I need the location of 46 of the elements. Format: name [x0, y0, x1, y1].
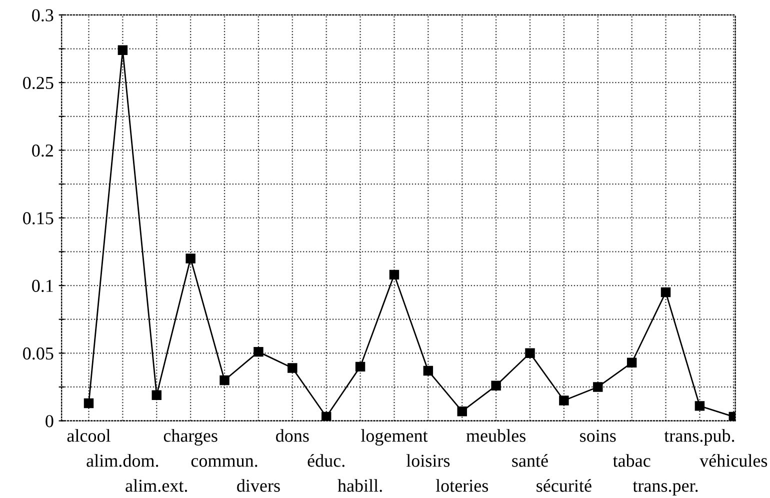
- point: [626, 358, 637, 368]
- y-tick-label: 0.1: [32, 280, 53, 292]
- point: [559, 396, 569, 406]
- point: [355, 362, 366, 372]
- point: [389, 270, 400, 280]
- x-tick-label: soins: [580, 430, 616, 442]
- x-tick-label: alcool: [67, 429, 110, 442]
- x-tick-label: loteries: [436, 479, 488, 492]
- x-tick-label: charges: [164, 429, 218, 446]
- x-tick-label: alim.dom.: [86, 454, 158, 467]
- point: [593, 382, 603, 392]
- point: [491, 380, 501, 390]
- x-tick-label: véhicules: [700, 454, 768, 467]
- x-tick-label: sécurité: [536, 479, 592, 492]
- x-tick-label: tabac: [612, 454, 650, 467]
- y-tick-label: 0.3: [32, 9, 54, 22]
- point: [84, 398, 94, 408]
- y-tick-label: 0.25: [23, 76, 54, 90]
- point: [457, 406, 467, 416]
- y-tick-label: 0.05: [23, 347, 54, 360]
- x-tick-label: habill.: [338, 479, 382, 492]
- point: [694, 401, 705, 411]
- x-tick-label: éduc.: [308, 454, 344, 467]
- x-tick-label: loisirs: [406, 454, 450, 467]
- point: [525, 348, 535, 358]
- point: [423, 366, 434, 376]
- point: [152, 390, 162, 400]
- y-tick-label: 0.2: [32, 144, 53, 157]
- x-tick-label: trans.per.: [632, 482, 698, 496]
- x-tick-label: santé: [512, 454, 548, 467]
- x-tick-label: alim.ext.: [126, 479, 188, 492]
- point: [118, 45, 128, 55]
- x-tick-label: divers: [237, 479, 280, 492]
- x-tick-label: dons: [276, 429, 309, 442]
- point: [288, 363, 298, 373]
- x-tick-label: commun.: [191, 458, 258, 467]
- point: [254, 346, 264, 357]
- point: [220, 375, 230, 386]
- x-tick-label: trans.pub.: [664, 429, 734, 446]
- point: [186, 254, 196, 264]
- point: [321, 412, 332, 421]
- y-tick-label: 0: [46, 415, 54, 428]
- x-tick-label: logement: [361, 429, 428, 446]
- y-tick-label: 0.15: [23, 212, 54, 224]
- x-tick-label: meubles: [466, 429, 526, 442]
- point: [660, 287, 671, 298]
